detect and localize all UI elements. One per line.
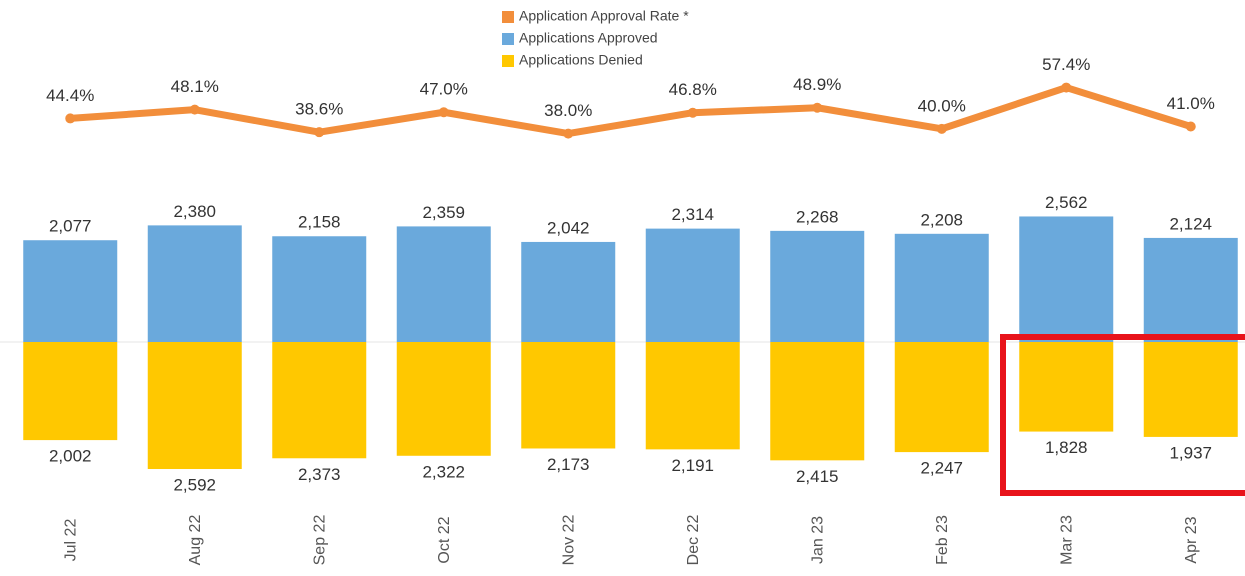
value-label: 2,002	[49, 447, 92, 466]
line-point	[189, 104, 200, 115]
value-label: 1,937	[1169, 443, 1212, 462]
line-point	[563, 128, 574, 139]
bar	[521, 342, 616, 449]
x-tick-label: Oct 22	[436, 516, 453, 563]
value-label: 41.0%	[1167, 94, 1215, 113]
value-label: 2,373	[298, 465, 341, 484]
value-label: 2,247	[920, 459, 963, 478]
value-label: 2,592	[173, 475, 216, 494]
legend-label: Applications Approved	[519, 30, 658, 46]
value-label: 38.0%	[544, 101, 592, 120]
value-label: 2,314	[671, 205, 714, 224]
highlight-box	[1000, 334, 1245, 496]
legend-swatch	[502, 33, 514, 45]
value-label: 2,042	[547, 218, 590, 237]
value-label: 2,124	[1169, 214, 1212, 233]
value-label: 48.9%	[793, 75, 841, 94]
x-tick-label: Jul 22	[62, 519, 79, 562]
value-label: 2,322	[422, 462, 465, 481]
x-tick-label: Aug 22	[187, 515, 204, 566]
legend-label: Applications Denied	[519, 52, 643, 68]
value-label: 2,359	[422, 203, 465, 222]
bar	[770, 230, 865, 342]
value-label: 47.0%	[420, 80, 468, 99]
line-point	[314, 127, 325, 138]
bar	[23, 240, 118, 342]
bar	[645, 228, 740, 342]
bar	[770, 342, 865, 461]
value-label: 2,562	[1045, 193, 1088, 212]
x-tick-label: Apr 23	[1183, 516, 1200, 563]
x-tick-label: Sep 22	[311, 515, 328, 566]
line-point	[687, 107, 698, 118]
line-point	[438, 107, 449, 118]
bar	[396, 226, 491, 342]
value-label: 1,828	[1045, 438, 1088, 457]
value-label: 46.8%	[669, 80, 717, 99]
bar	[1019, 216, 1114, 342]
legend-swatch	[502, 11, 514, 23]
value-label: 2,208	[920, 210, 963, 229]
legend-label: Application Approval Rate *	[519, 8, 689, 24]
line-point	[1061, 82, 1072, 93]
legend: Application Approval Rate * Applications …	[502, 8, 689, 68]
bar	[521, 241, 616, 342]
line-point	[65, 113, 76, 124]
bar	[396, 342, 491, 456]
bar	[1143, 237, 1238, 342]
value-label: 2,191	[671, 456, 714, 475]
bar	[23, 342, 118, 441]
x-tick-label: Feb 23	[934, 515, 951, 565]
value-label: 2,158	[298, 213, 341, 232]
x-tick-label: Jan 23	[809, 516, 826, 564]
value-label: 44.4%	[46, 86, 94, 105]
value-label: 2,268	[796, 207, 839, 226]
value-label: 2,077	[49, 217, 92, 236]
value-label: 2,173	[547, 455, 590, 474]
bar	[894, 233, 989, 342]
value-label: 57.4%	[1042, 55, 1090, 74]
bar	[1143, 342, 1238, 437]
bar	[147, 342, 242, 470]
bar	[272, 236, 367, 342]
bar	[645, 342, 740, 450]
bar	[894, 342, 989, 453]
x-tick-label: Dec 22	[685, 515, 702, 566]
value-label: 40.0%	[918, 96, 966, 115]
line-point	[936, 123, 947, 134]
value-label: 2,415	[796, 467, 839, 486]
value-label: 38.6%	[295, 100, 343, 119]
x-tick-label: Nov 22	[560, 515, 577, 566]
line-point	[812, 102, 823, 113]
line	[70, 84, 1192, 138]
x-tick-label: Mar 23	[1058, 515, 1075, 565]
value-label: 48.1%	[171, 77, 219, 96]
bar	[1019, 342, 1114, 432]
legend-swatch	[502, 55, 514, 67]
bar	[272, 342, 367, 459]
bar	[147, 225, 242, 342]
value-label: 2,380	[173, 202, 216, 221]
line-point	[1185, 121, 1196, 132]
